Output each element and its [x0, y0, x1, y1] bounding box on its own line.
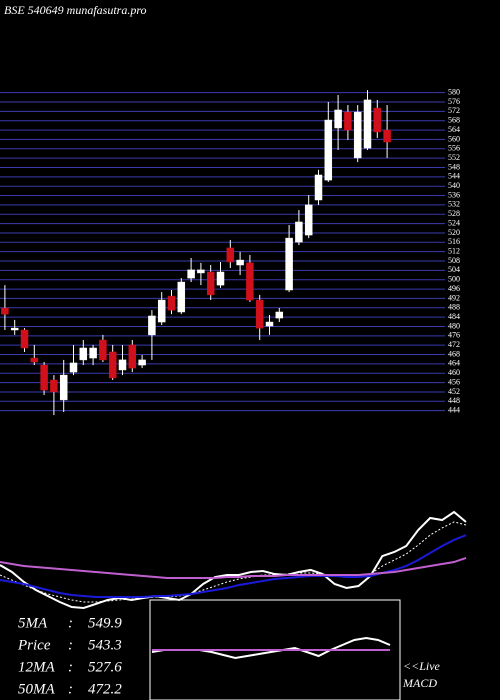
candle-body	[334, 109, 342, 129]
y-tick-label: 576	[448, 97, 460, 106]
y-tick-label: 560	[448, 134, 460, 143]
candle-body	[30, 357, 39, 363]
y-tick-label: 532	[448, 200, 460, 209]
y-tick-label: 520	[448, 228, 460, 237]
y-tick-label: 468	[448, 349, 460, 358]
candle-body	[108, 351, 117, 379]
y-tick-label: 544	[448, 172, 460, 181]
candle-body	[157, 299, 166, 323]
candle-body	[324, 119, 333, 181]
y-tick-label: 452	[448, 387, 460, 396]
candle-body	[344, 111, 352, 131]
candle-body	[353, 111, 362, 159]
y-tick-label: 548	[448, 162, 460, 171]
y-tick-label: 556	[448, 144, 460, 153]
y-tick-label: 516	[448, 237, 460, 246]
candle-body	[118, 359, 127, 371]
stat-separator: :	[68, 681, 73, 697]
macd-label: MACD	[402, 676, 437, 690]
candle-body	[59, 374, 68, 401]
candle-body	[304, 204, 313, 236]
stat-separator: :	[68, 615, 73, 631]
candle-body	[275, 311, 284, 319]
stat-label: 12MA	[18, 659, 55, 675]
y-tick-label: 500	[448, 275, 460, 284]
y-tick-label: 512	[448, 246, 460, 255]
stat-label: 50MA	[18, 681, 55, 697]
candle-body	[99, 339, 107, 361]
stat-value: 543.3	[88, 637, 122, 653]
candle-body	[295, 221, 303, 243]
candle-body	[187, 269, 195, 279]
candle-body	[1, 307, 9, 315]
y-tick-label: 504	[448, 265, 460, 274]
candle-body	[167, 295, 176, 311]
y-tick-label: 580	[448, 88, 460, 97]
chart-title: BSE 540649 munafasutra.pro	[4, 3, 147, 17]
stat-separator: :	[68, 637, 73, 653]
candle-body	[216, 271, 225, 286]
candle-body	[314, 174, 323, 201]
y-tick-label: 568	[448, 116, 460, 125]
y-tick-label: 460	[448, 368, 460, 377]
indicator-line	[0, 521, 467, 603]
y-tick-label: 448	[448, 396, 460, 405]
candle-body	[50, 379, 58, 393]
y-tick-label: 572	[448, 106, 460, 115]
candle-body	[128, 344, 137, 369]
candle-body	[255, 299, 264, 329]
y-tick-label: 456	[448, 377, 460, 386]
stat-label: Price	[17, 637, 51, 653]
stat-value: 472.2	[88, 681, 122, 697]
indicator-line	[0, 510, 467, 610]
candle-body	[138, 359, 146, 366]
y-tick-label: 444	[448, 405, 460, 414]
candle-body	[246, 262, 254, 301]
candle-body	[69, 362, 78, 373]
indicator-line	[0, 557, 467, 579]
candle-body	[197, 269, 205, 274]
candle-body	[373, 107, 382, 133]
y-tick-label: 508	[448, 256, 460, 265]
stat-label: 5MA	[18, 615, 48, 631]
candle-body	[10, 327, 19, 331]
y-tick-label: 524	[448, 218, 460, 227]
y-tick-label: 496	[448, 284, 460, 293]
y-tick-label: 564	[448, 125, 460, 134]
y-tick-label: 480	[448, 321, 460, 330]
candle-body	[148, 315, 156, 336]
y-tick-label: 536	[448, 190, 460, 199]
candle-body	[79, 347, 88, 361]
candle-body	[40, 364, 48, 391]
y-tick-label: 476	[448, 331, 460, 340]
y-tick-label: 492	[448, 293, 460, 302]
candle-body	[206, 271, 215, 296]
y-tick-label: 552	[448, 153, 460, 162]
candle-body	[383, 129, 391, 143]
candle-body	[236, 259, 244, 266]
live-label: <<Live	[403, 659, 441, 673]
candle-body	[265, 321, 274, 327]
y-tick-label: 528	[448, 209, 460, 218]
candle-body	[226, 247, 235, 263]
stat-separator: :	[68, 659, 73, 675]
y-tick-label: 472	[448, 340, 460, 349]
y-tick-label: 484	[448, 312, 460, 321]
y-tick-label: 540	[448, 181, 460, 190]
stat-value: 549.9	[88, 615, 122, 631]
candle-body	[363, 99, 372, 149]
stat-value: 527.6	[88, 659, 122, 675]
candle-body	[89, 347, 97, 359]
candle-body	[285, 237, 293, 291]
y-tick-label: 464	[448, 359, 460, 368]
macd-box	[149, 599, 401, 700]
candle-body	[177, 281, 186, 313]
y-tick-label: 488	[448, 303, 460, 312]
indicator-line	[0, 534, 467, 598]
candle-body	[20, 329, 29, 349]
